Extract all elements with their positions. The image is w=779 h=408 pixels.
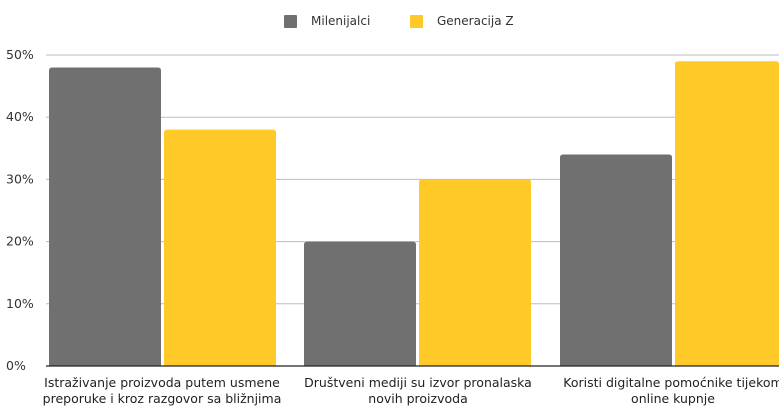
legend-label-milenijalci: Milenijalci — [311, 14, 371, 28]
bar-milenijalci-1 — [304, 241, 416, 366]
legend-label-generacija-z: Generacija Z — [437, 14, 514, 28]
x-category-label-2-line-0: Koristi digitalne pomoćnike tijekom — [563, 375, 779, 390]
y-tick-label-30: 30% — [6, 171, 34, 186]
x-category-label-1-line-1: novih proizvoda — [368, 391, 467, 406]
legend: Milenijalci Generacija Z — [0, 10, 779, 32]
y-tick-label-50: 50% — [6, 47, 34, 62]
bar-milenijalci-0 — [49, 67, 161, 366]
x-category-label-0-line-0: Istraživanje proizvoda putem usmene — [44, 375, 280, 390]
bar-generacija-z-1 — [419, 179, 531, 366]
y-tick-label-0: 0% — [6, 358, 26, 373]
y-tick-label-10: 10% — [6, 296, 34, 311]
bar-milenijalci-2 — [560, 154, 672, 366]
x-category-label-0-line-1: preporuke i kroz razgovor sa bližnjima — [43, 391, 282, 406]
x-category-label-1-line-0: Društveni mediji su izvor pronalaska — [304, 375, 532, 390]
y-tick-label-20: 20% — [6, 234, 34, 249]
legend-item-generacija-z: Generacija Z — [410, 10, 514, 32]
x-category-label-2-line-1: online kupnje — [631, 391, 715, 406]
legend-swatch-milenijalci — [284, 14, 297, 28]
bar-generacija-z-2 — [675, 61, 779, 366]
legend-swatch-generacija-z — [410, 14, 423, 28]
y-tick-label-40: 40% — [6, 109, 34, 124]
bar-generacija-z-0 — [164, 129, 276, 366]
legend-item-milenijalci: Milenijalci — [284, 10, 370, 32]
